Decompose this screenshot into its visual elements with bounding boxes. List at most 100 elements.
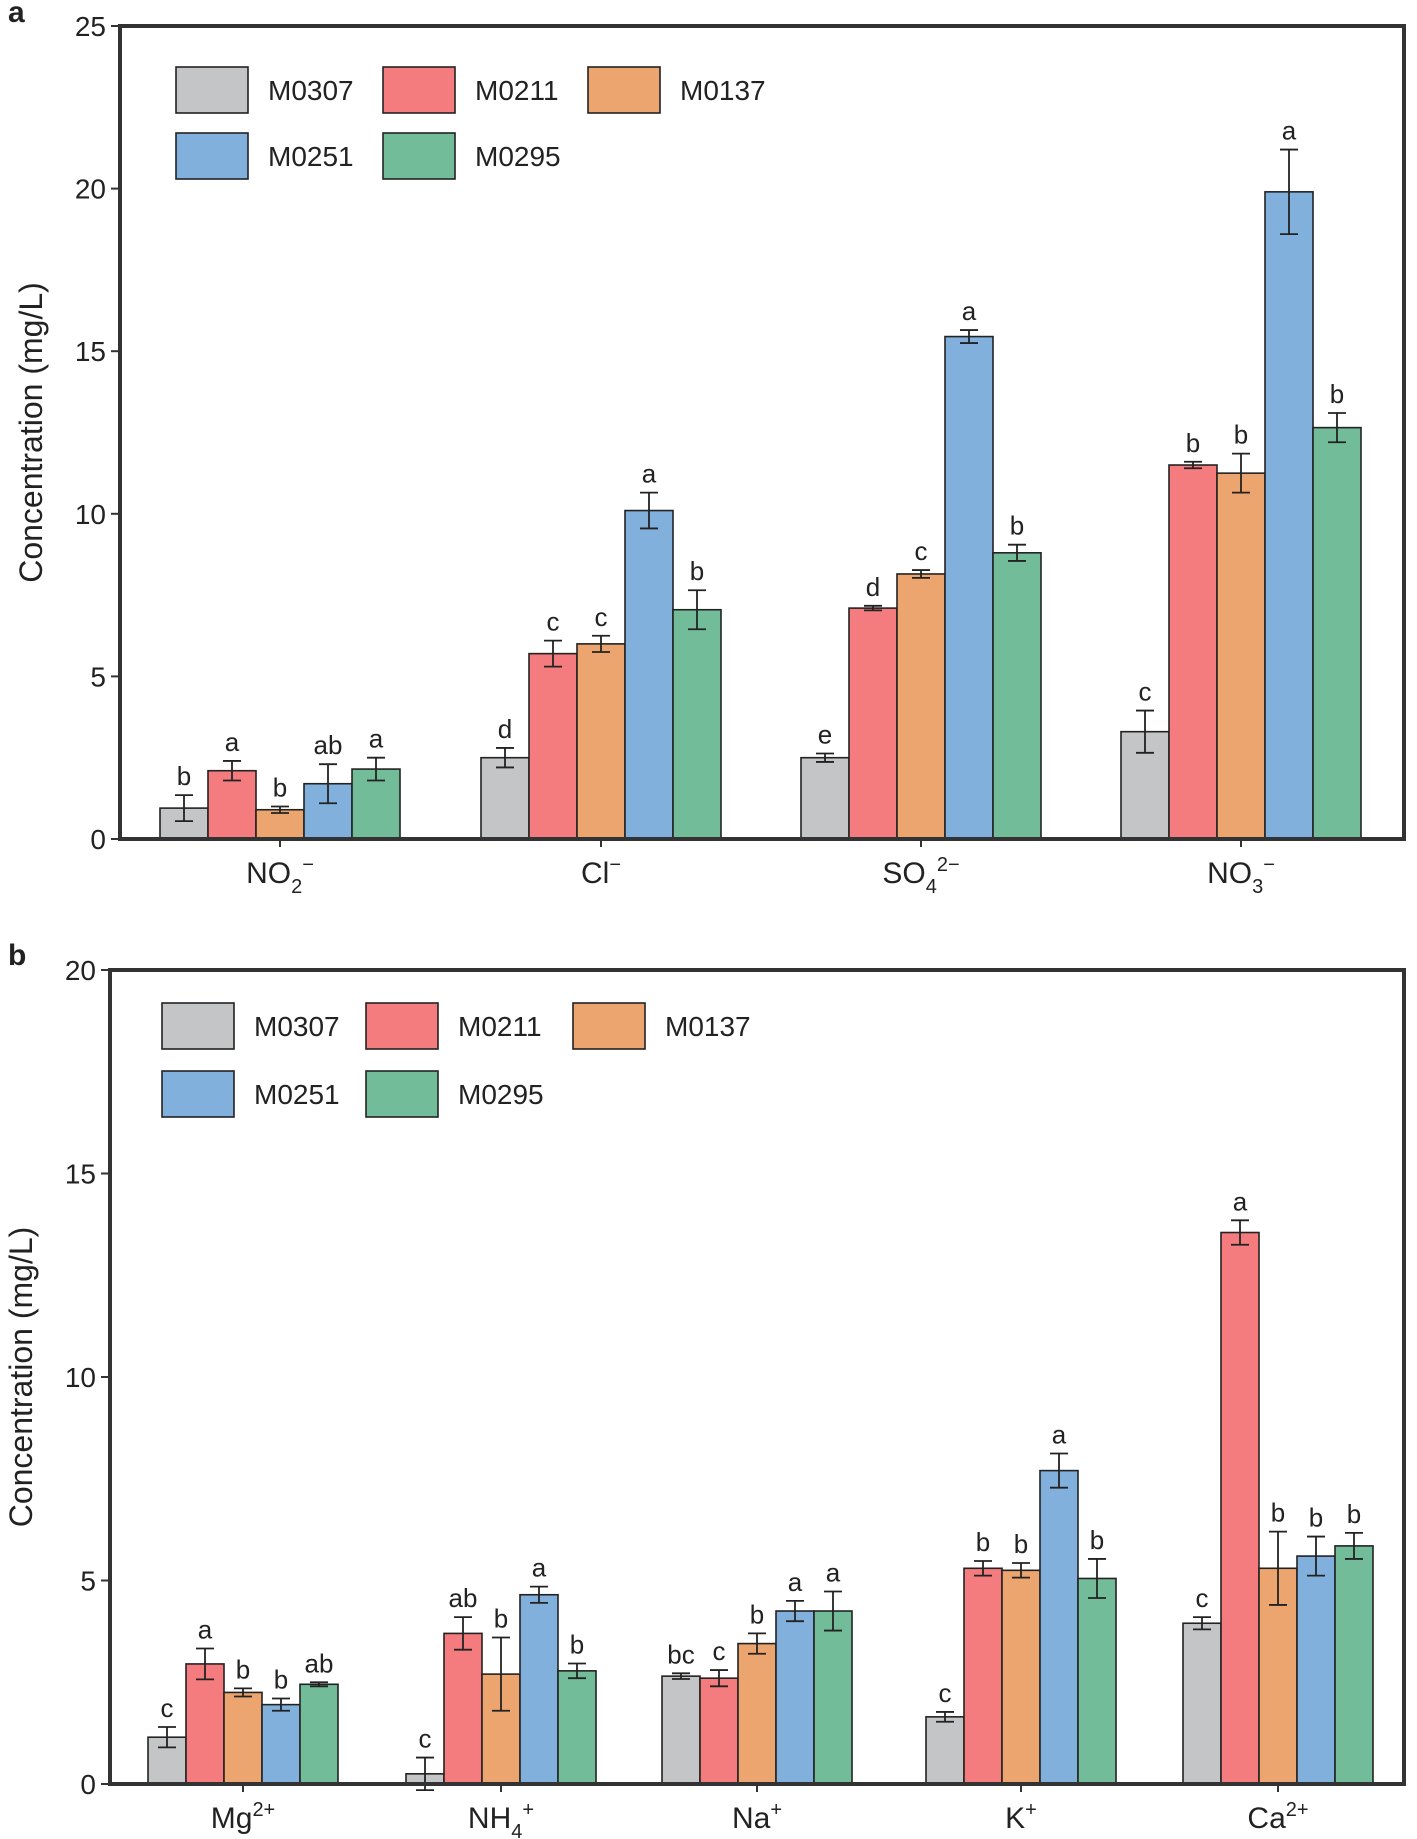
significance-letter: a bbox=[826, 1557, 841, 1587]
significance-letter: a bbox=[1052, 1420, 1067, 1450]
category-label: Ca2+ bbox=[1247, 1799, 1308, 1835]
bar-M0295 bbox=[992, 552, 1042, 840]
bar-M0137 bbox=[1001, 1569, 1041, 1785]
significance-letter: c bbox=[915, 536, 928, 566]
significance-letter: a bbox=[788, 1567, 803, 1597]
significance-letter: a bbox=[642, 459, 657, 489]
legend-label: M0295 bbox=[458, 1079, 544, 1110]
significance-letter: e bbox=[818, 719, 832, 749]
legend-swatch-M0137 bbox=[587, 66, 661, 114]
y-tick-label: 10 bbox=[65, 1362, 96, 1393]
y-tick-label: 20 bbox=[65, 955, 96, 986]
significance-letter: ab bbox=[449, 1583, 478, 1613]
significance-letter: c bbox=[547, 607, 560, 637]
category-label: K+ bbox=[1005, 1799, 1037, 1835]
category-label: Cl− bbox=[581, 854, 621, 890]
legend-label: M0251 bbox=[268, 141, 354, 172]
significance-letter: b bbox=[1090, 1525, 1104, 1555]
bar-M0307 bbox=[800, 756, 850, 840]
significance-letter: b bbox=[570, 1630, 584, 1660]
significance-letter: b bbox=[1014, 1529, 1028, 1559]
legend-swatch-M0137 bbox=[572, 1002, 646, 1050]
bar-M0295 bbox=[1077, 1577, 1117, 1785]
significance-letter: ab bbox=[314, 730, 343, 760]
bar-M0251 bbox=[261, 1703, 301, 1785]
legend-label: M0211 bbox=[475, 75, 559, 106]
significance-letter: b bbox=[494, 1603, 508, 1633]
significance-letter: d bbox=[866, 572, 880, 602]
legend-label: M0137 bbox=[665, 1011, 751, 1042]
category-label: Na+ bbox=[732, 1799, 782, 1835]
bar-M0307 bbox=[925, 1716, 965, 1785]
bar-M0251 bbox=[1039, 1469, 1079, 1785]
significance-letter: b bbox=[750, 1599, 764, 1629]
legend-label: M0295 bbox=[475, 141, 561, 172]
significance-letter: a bbox=[225, 727, 240, 757]
significance-letter: d bbox=[498, 714, 512, 744]
y-tick-label: 25 bbox=[75, 11, 106, 42]
y-tick-label: 15 bbox=[75, 336, 106, 367]
significance-letter: b bbox=[1010, 511, 1024, 541]
significance-letter: b bbox=[1330, 379, 1344, 409]
significance-letter: b bbox=[1309, 1503, 1323, 1533]
plot-frame bbox=[108, 968, 1406, 1786]
bar-M0251 bbox=[775, 1610, 815, 1785]
y-axis-label: Concentration (mg/L) bbox=[13, 282, 49, 583]
significance-letter: a bbox=[962, 296, 977, 326]
significance-letter: c bbox=[419, 1724, 432, 1754]
significance-letter: b bbox=[236, 1654, 250, 1684]
bar-M0251 bbox=[1264, 191, 1314, 840]
bar-M0137 bbox=[223, 1691, 263, 1785]
bar-M0137 bbox=[576, 643, 626, 840]
significance-letter: b bbox=[1186, 428, 1200, 458]
significance-letter: a bbox=[1282, 116, 1297, 146]
category-label: NH4+ bbox=[468, 1799, 534, 1839]
significance-letter: b bbox=[690, 556, 704, 586]
bar-M0211 bbox=[443, 1632, 483, 1785]
category-label: NO3− bbox=[1207, 854, 1275, 898]
bar-M0251 bbox=[944, 335, 994, 840]
significance-letter: c bbox=[1196, 1583, 1209, 1613]
significance-letter: a bbox=[198, 1614, 213, 1644]
y-tick-label: 5 bbox=[80, 1566, 96, 1597]
y-tick-label: 20 bbox=[75, 174, 106, 205]
bar-M0295 bbox=[813, 1610, 853, 1785]
category-label: SO42− bbox=[882, 854, 959, 898]
significance-letter: a bbox=[369, 724, 384, 754]
legend-label: M0137 bbox=[680, 75, 766, 106]
significance-letter: c bbox=[939, 1678, 952, 1708]
significance-letter: b bbox=[274, 1665, 288, 1695]
bar-M0307 bbox=[480, 756, 530, 840]
y-tick-label: 0 bbox=[80, 1769, 96, 1800]
y-tick-label: 10 bbox=[75, 499, 106, 530]
bar-M0137 bbox=[1216, 472, 1266, 840]
significance-letter: a bbox=[1233, 1186, 1248, 1216]
panel-label: b bbox=[8, 939, 26, 972]
significance-letter: b bbox=[273, 772, 287, 802]
bar-M0251 bbox=[519, 1593, 559, 1785]
plot-frame bbox=[118, 24, 1406, 841]
bar-M0295 bbox=[672, 608, 722, 840]
significance-letter: b bbox=[1234, 420, 1248, 450]
bar-M0211 bbox=[848, 607, 898, 840]
significance-letter: c bbox=[1139, 677, 1152, 707]
bar-M0307 bbox=[1182, 1622, 1222, 1785]
bar-M0137 bbox=[896, 573, 946, 840]
legend-label: M0307 bbox=[254, 1011, 340, 1042]
legend-swatch-M0307 bbox=[175, 66, 249, 114]
significance-letter: a bbox=[532, 1553, 547, 1583]
significance-letter: b bbox=[1347, 1499, 1361, 1529]
bar-M0295 bbox=[1312, 426, 1362, 840]
y-tick-label: 15 bbox=[65, 1159, 96, 1190]
category-label: Mg2+ bbox=[211, 1799, 276, 1835]
significance-letter: c bbox=[595, 602, 608, 632]
bar-M0211 bbox=[1168, 464, 1218, 840]
significance-letter: c bbox=[161, 1693, 174, 1723]
bar-M0211 bbox=[528, 652, 578, 840]
significance-letter: bc bbox=[667, 1639, 694, 1669]
significance-letter: c bbox=[713, 1636, 726, 1666]
y-axis-label: Concentration (mg/L) bbox=[3, 1227, 39, 1528]
